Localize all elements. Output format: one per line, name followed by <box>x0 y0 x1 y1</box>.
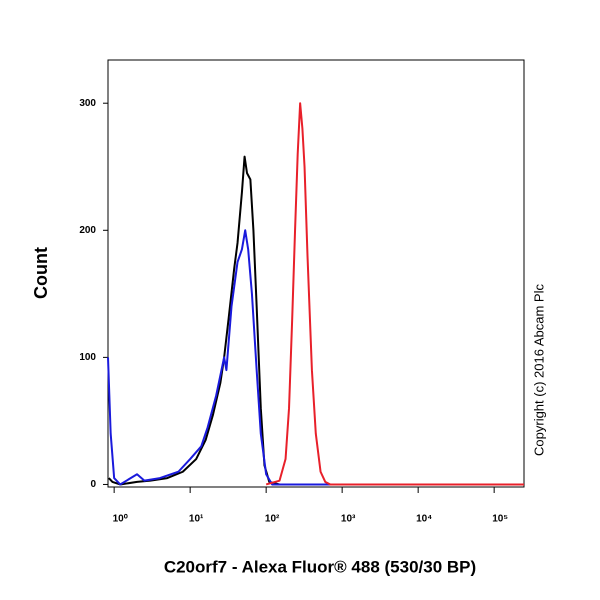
x-tick-label: 10¹ <box>189 514 204 525</box>
y-tick-label: 300 <box>79 98 96 109</box>
y-tick-label: 0 <box>90 479 96 490</box>
plot-frame <box>107 59 525 488</box>
x-tick-label: 10⁴ <box>416 514 432 525</box>
y-tick-label: 100 <box>79 352 96 363</box>
x-tick-label: 10⁰ <box>113 514 128 525</box>
series-line <box>108 155 524 486</box>
x-tick-label: 10⁵ <box>492 514 508 525</box>
x-tick-label: 10² <box>265 514 280 525</box>
y-axis-label: Count <box>31 247 51 299</box>
x-tick-label: 10³ <box>341 514 356 525</box>
series-line <box>265 102 524 486</box>
y-tick-label: 200 <box>79 225 96 236</box>
x-axis-label: C20orf7 - Alexa Fluor® 488 (530/30 BP) <box>164 557 476 576</box>
copyright: Copyright (c) 2016 Abcam Plc <box>531 284 546 456</box>
series-line <box>107 229 524 486</box>
